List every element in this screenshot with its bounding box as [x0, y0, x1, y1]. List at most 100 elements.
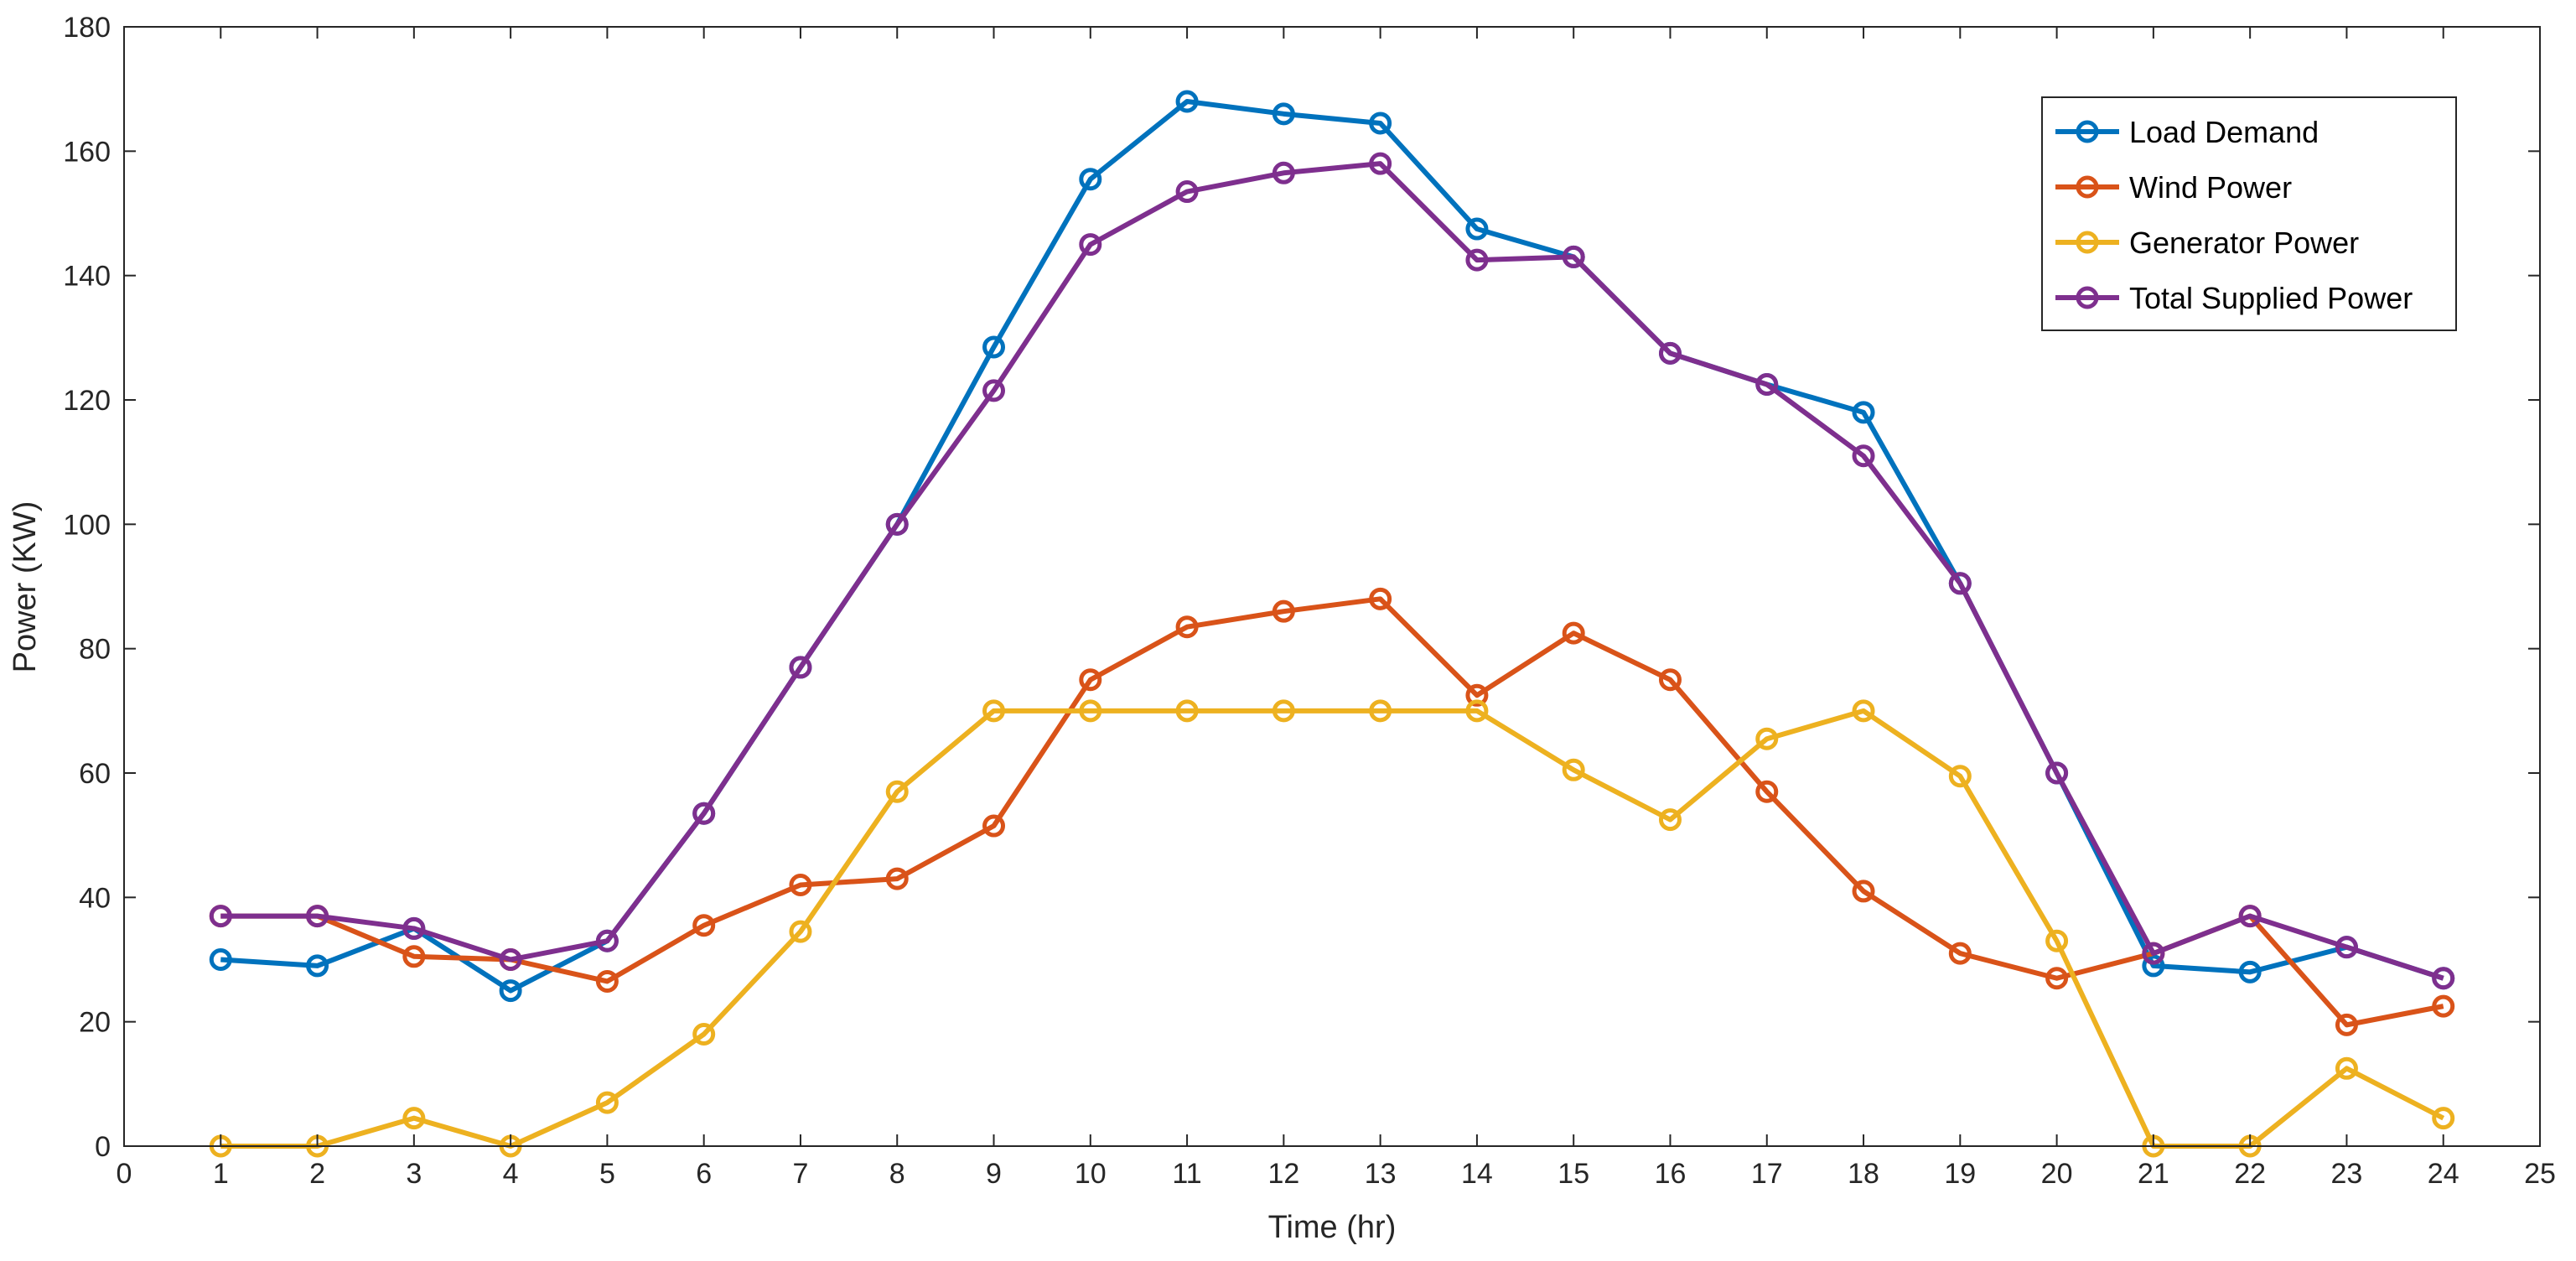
data-point-total-supplied-power	[1948, 572, 1972, 595]
x-tick-label: 18	[1848, 1158, 1879, 1190]
data-point-wind-power	[2432, 994, 2455, 1018]
x-tick-label: 8	[889, 1158, 905, 1190]
data-point-generator-power	[982, 699, 1006, 723]
x-tick-label: 2	[309, 1158, 325, 1190]
data-point-wind-power	[402, 945, 426, 968]
y-axis-label: Power (KW)	[8, 501, 43, 673]
data-point-generator-power	[1948, 765, 1972, 788]
x-tick-label: 23	[2331, 1158, 2363, 1190]
x-tick-label: 9	[986, 1158, 1002, 1190]
x-tick-label: 6	[696, 1158, 712, 1190]
legend-box	[2041, 96, 2457, 331]
data-point-load-demand	[1079, 168, 1102, 191]
data-point-total-supplied-power	[1755, 372, 1779, 396]
data-point-wind-power	[982, 814, 1006, 838]
x-tick-label: 3	[406, 1158, 422, 1190]
x-tick-label: 21	[2138, 1158, 2169, 1190]
y-tick-label: 20	[79, 1007, 111, 1039]
data-point-load-demand	[209, 948, 232, 971]
data-point-total-supplied-power	[2238, 905, 2262, 928]
data-point-wind-power	[1369, 587, 1392, 610]
data-point-wind-power	[789, 874, 812, 896]
data-point-total-supplied-power	[2335, 936, 2358, 959]
data-point-total-supplied-power	[1272, 161, 1295, 184]
data-point-total-supplied-power	[2432, 967, 2455, 990]
data-point-load-demand	[2142, 954, 2165, 978]
x-tick-label: 4	[503, 1158, 519, 1190]
legend-label-generator-power: Generator Power	[2129, 226, 2359, 260]
data-point-generator-power	[1852, 699, 1875, 723]
data-point-generator-power	[1272, 699, 1295, 723]
x-tick-label: 22	[2234, 1158, 2266, 1190]
data-point-wind-power	[885, 867, 909, 890]
x-tick-label: 5	[599, 1158, 615, 1190]
data-point-wind-power	[1948, 942, 1972, 965]
data-point-load-demand	[982, 335, 1006, 359]
data-point-generator-power	[2335, 1056, 2358, 1080]
data-point-wind-power	[595, 969, 619, 993]
data-point-load-demand	[1852, 401, 1875, 424]
y-tick-label: 100	[63, 509, 111, 541]
data-point-total-supplied-power	[2142, 942, 2165, 965]
x-tick-label: 25	[2524, 1158, 2556, 1190]
data-point-wind-power	[2045, 967, 2069, 990]
data-point-total-supplied-power	[1562, 245, 1585, 268]
x-tick-label: 16	[1655, 1158, 1687, 1190]
data-point-wind-power	[692, 914, 716, 937]
x-tick-label: 11	[1172, 1158, 1201, 1190]
ticks-layer: 0 1 2 3 4 5 6 7 8 9 10 11 12 13 14 15 16 17 18 19 20 21 22 23 24…	[63, 12, 2556, 1190]
plot-frame	[123, 26, 2541, 1147]
legend-label-wind-power: Wind Power	[2129, 170, 2292, 205]
data-point-generator-power	[1079, 699, 1102, 723]
data-point-load-demand	[1175, 90, 1199, 113]
series-layer	[209, 90, 2455, 1158]
legend-marker-generator-power	[2076, 231, 2099, 254]
data-point-generator-power	[1175, 699, 1199, 723]
y-tick-label: 80	[79, 634, 111, 666]
data-point-load-demand	[2238, 960, 2262, 983]
data-point-total-supplied-power	[595, 929, 619, 952]
legend-marker-total-supplied-power	[2076, 286, 2099, 309]
x-tick-label: 14	[1461, 1158, 1493, 1190]
data-point-generator-power	[692, 1023, 716, 1046]
data-point-generator-power	[789, 920, 812, 943]
legend-label-total-supplied-power: Total Supplied Power	[2129, 281, 2413, 315]
data-point-wind-power	[1658, 668, 1682, 692]
y-tick-label: 180	[63, 12, 111, 44]
data-point-total-supplied-power	[1658, 341, 1682, 365]
data-point-total-supplied-power	[2045, 761, 2069, 785]
data-point-load-demand	[499, 979, 522, 1003]
data-point-wind-power	[1175, 615, 1199, 639]
series-total-supplied-power	[209, 152, 2455, 990]
y-tick-label: 0	[95, 1131, 111, 1163]
data-point-load-demand	[1465, 217, 1489, 241]
data-point-wind-power	[1562, 621, 1585, 645]
data-point-total-supplied-power	[789, 656, 812, 679]
x-tick-label: 1	[213, 1158, 229, 1190]
x-axis-label: Time (hr)	[1268, 1210, 1397, 1245]
x-tick-label: 19	[1944, 1158, 1976, 1190]
legend-marker-wind-power	[2076, 175, 2099, 199]
x-tick-label: 7	[792, 1158, 808, 1190]
data-point-total-supplied-power	[692, 802, 716, 825]
data-point-generator-power	[1658, 808, 1682, 832]
data-point-generator-power	[2432, 1107, 2455, 1130]
data-point-generator-power	[402, 1107, 426, 1130]
data-point-generator-power	[885, 780, 909, 803]
x-tick-label: 12	[1267, 1158, 1299, 1190]
data-point-total-supplied-power	[306, 905, 329, 928]
y-tick-label: 60	[79, 758, 111, 790]
data-point-total-supplied-power	[499, 948, 522, 971]
data-point-generator-power	[2045, 929, 2069, 952]
data-point-generator-power	[595, 1091, 619, 1114]
x-tick-label: 13	[1365, 1158, 1397, 1190]
x-tick-label: 10	[1075, 1158, 1107, 1190]
data-point-generator-power	[1562, 758, 1585, 781]
data-point-total-supplied-power	[1369, 152, 1392, 175]
series-line-generator-power	[220, 708, 2445, 1149]
data-point-generator-power	[1755, 727, 1779, 750]
legend: Load Demand Wind Power Generator Power Tota…	[2041, 96, 2457, 331]
data-point-load-demand	[1272, 102, 1295, 126]
data-point-total-supplied-power	[1175, 180, 1199, 204]
